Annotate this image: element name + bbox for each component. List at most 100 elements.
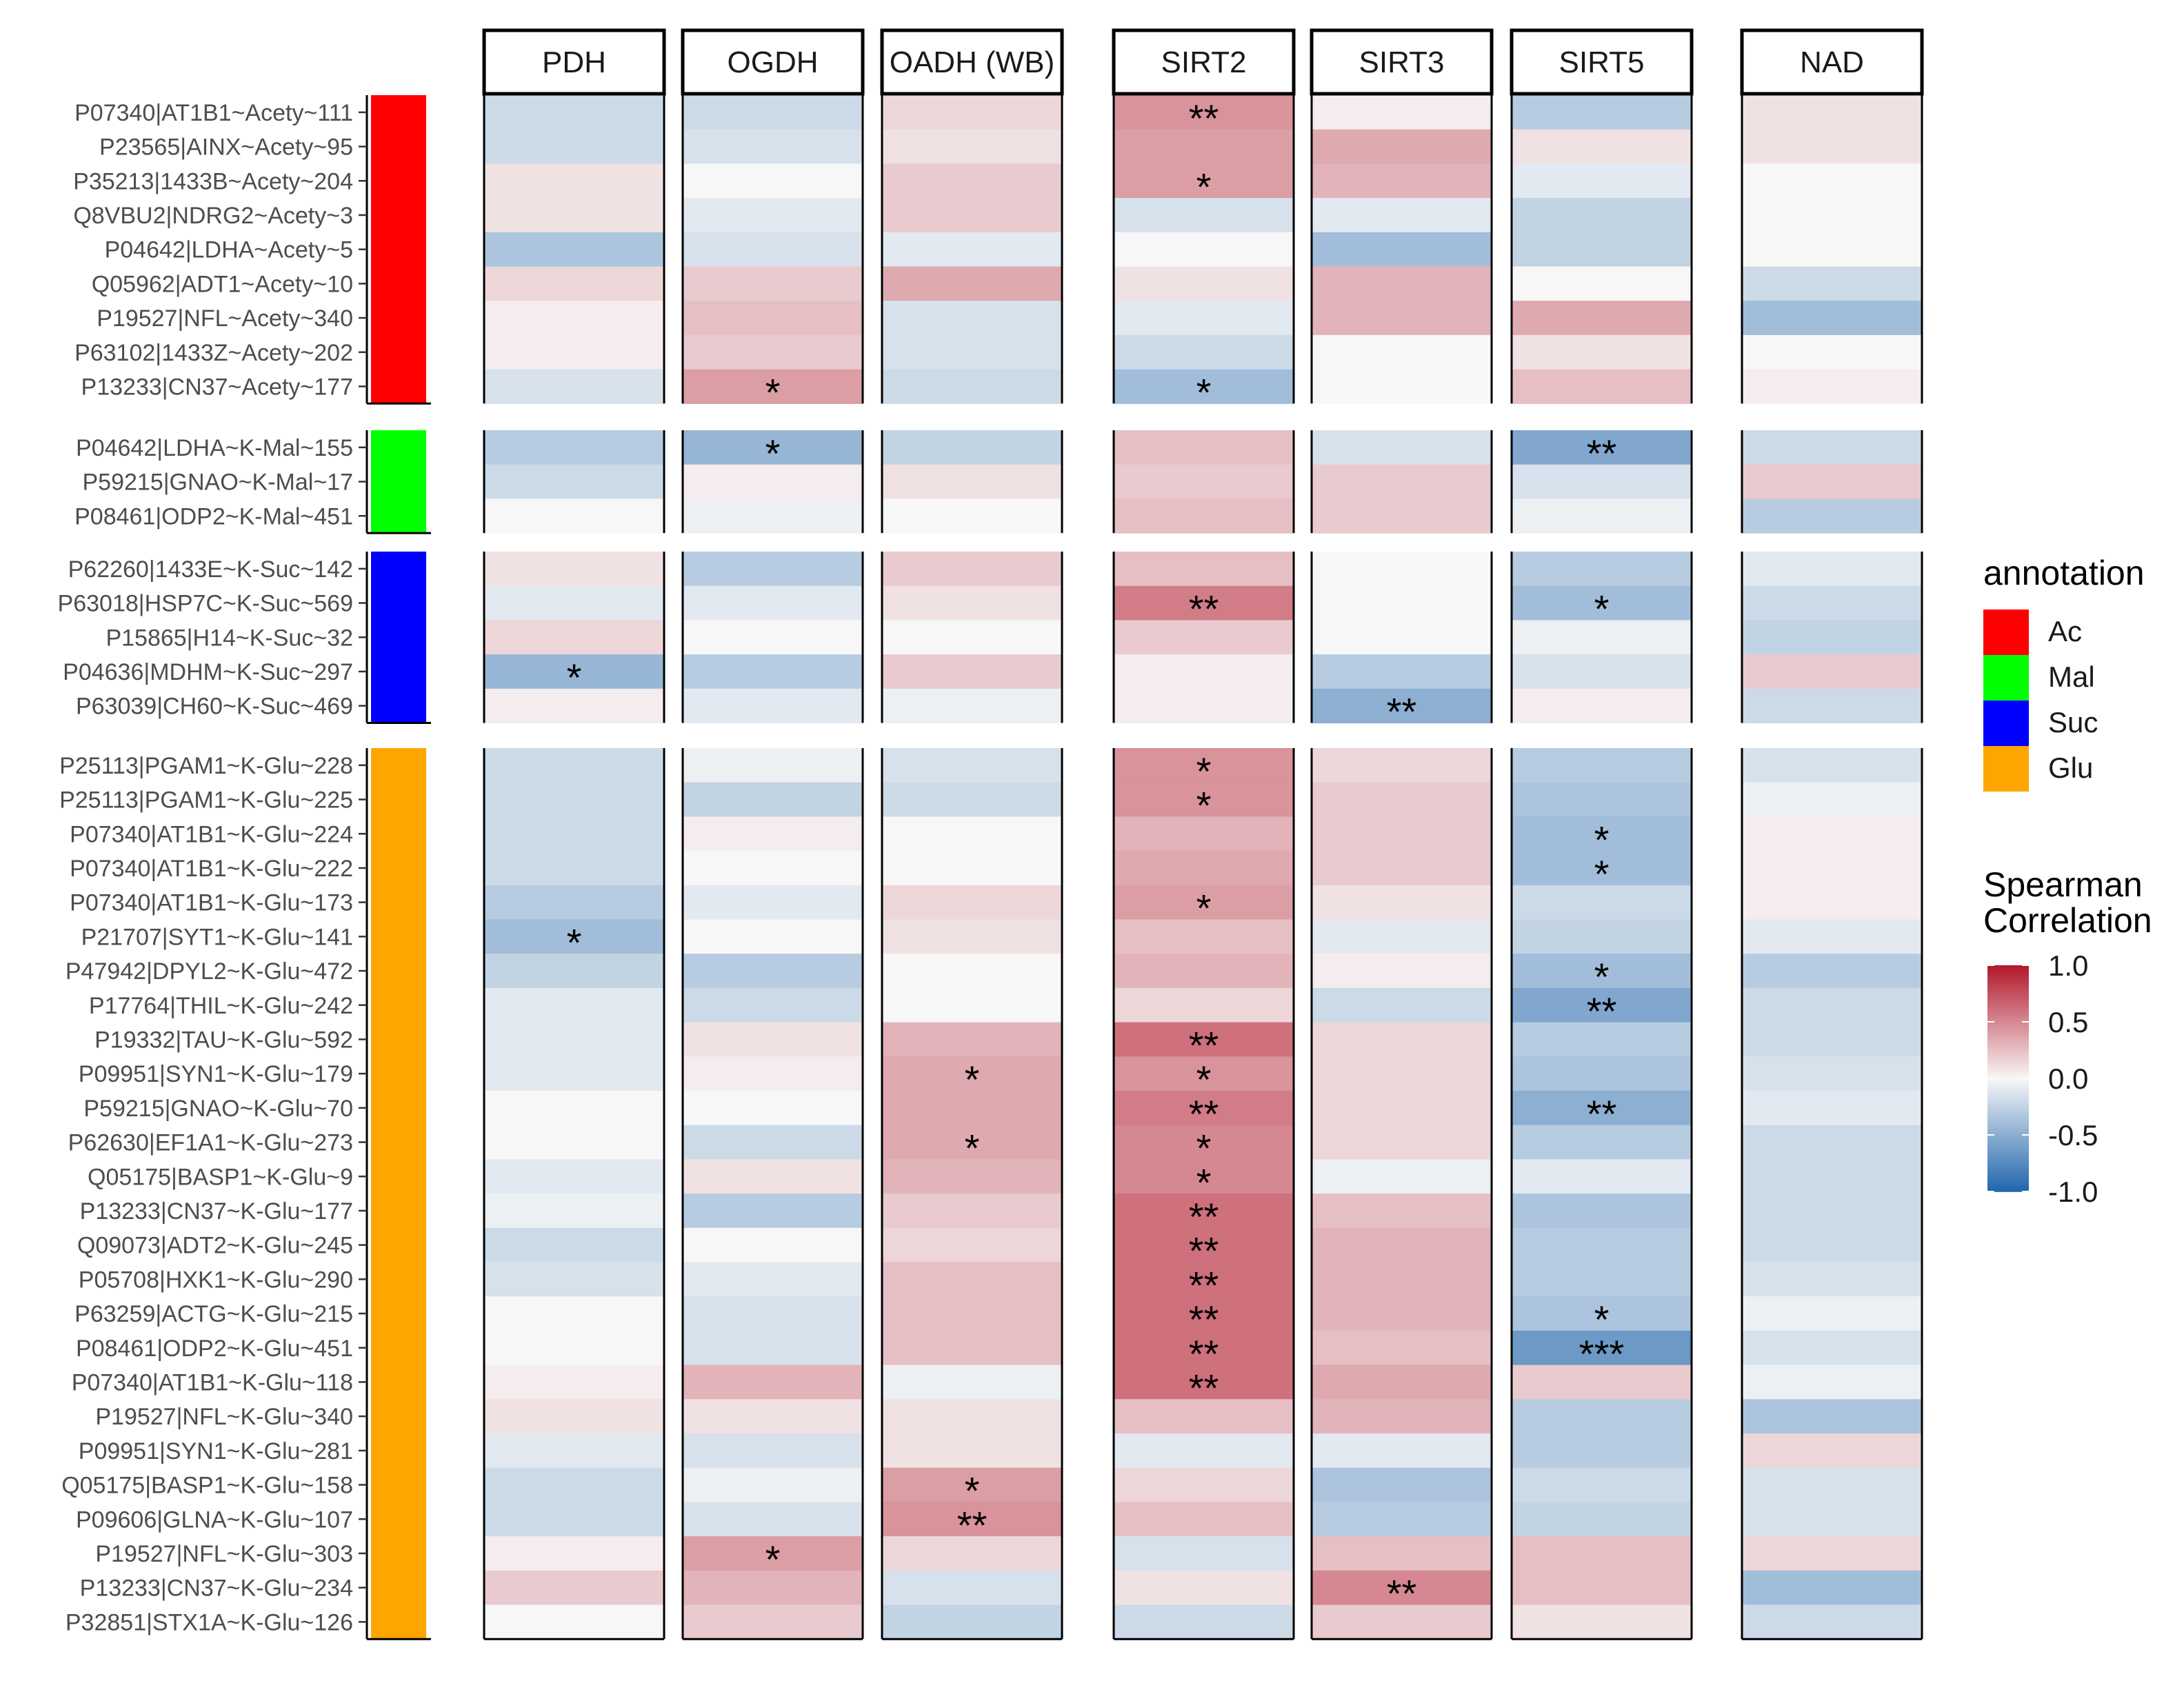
heatmap-cell bbox=[1512, 552, 1692, 587]
colorbar-segment bbox=[1987, 1112, 2029, 1116]
heatmap-cell bbox=[484, 654, 664, 689]
colorbar-segment bbox=[1987, 999, 2029, 1003]
row-label: P09606|GLNA~K-Glu~107 bbox=[76, 1507, 353, 1533]
heatmap-cell bbox=[1742, 498, 1922, 534]
colorbar-segment bbox=[1987, 1013, 2029, 1017]
colorbar-segment bbox=[1987, 1166, 2029, 1169]
heatmap-cell bbox=[1742, 129, 1922, 164]
heatmap-cell bbox=[484, 1467, 664, 1502]
heatmap-cell bbox=[1312, 620, 1492, 655]
heatmap-cell bbox=[484, 498, 664, 534]
annotation-bar-layer bbox=[371, 95, 426, 1640]
significance-star: * bbox=[1594, 587, 1610, 631]
heatmap-cell bbox=[683, 1364, 863, 1400]
column-header-label: SIRT5 bbox=[1559, 46, 1645, 79]
column-header-label: SIRT3 bbox=[1359, 46, 1445, 79]
heatmap-cell bbox=[1742, 1536, 1922, 1571]
heatmap-cell bbox=[683, 198, 863, 233]
colorbar-segment bbox=[1987, 1163, 2029, 1167]
heatmap-cell bbox=[882, 851, 1062, 886]
heatmap-cell bbox=[882, 430, 1062, 465]
colorbar-segment bbox=[1987, 965, 2029, 969]
heatmap-cell bbox=[882, 1022, 1062, 1057]
heatmap-cell bbox=[484, 232, 664, 268]
heatmap-cell bbox=[882, 1091, 1062, 1126]
row-label: Q05175|BASP1~K-Glu~158 bbox=[61, 1473, 353, 1499]
annotation-legend-key bbox=[1983, 610, 2029, 655]
colorbar-segment bbox=[1987, 1188, 2029, 1192]
colorbar-segment bbox=[1987, 1138, 2029, 1141]
colorbar-segment bbox=[1987, 1177, 2029, 1181]
colorbar-segment bbox=[1987, 1151, 2029, 1156]
colorbar-segment bbox=[1987, 1087, 2029, 1091]
heatmap-cell bbox=[1512, 1262, 1692, 1297]
row-label: P04642|LDHA~K-Mal~155 bbox=[76, 435, 353, 461]
heatmap-cell bbox=[683, 1502, 863, 1537]
heatmap-cell bbox=[1114, 1604, 1294, 1640]
heatmap-cell bbox=[1114, 748, 1294, 783]
heatmap-cell bbox=[882, 1399, 1062, 1434]
row-label: P08461|ODP2~K-Glu~451 bbox=[76, 1336, 353, 1362]
heatmap-cell bbox=[484, 620, 664, 655]
heatmap-cell bbox=[1742, 163, 1922, 199]
row-label: P08461|ODP2~K-Mal~451 bbox=[74, 503, 353, 530]
annotation-legend-key bbox=[1983, 701, 2029, 746]
row-label: P13233|CN37~K-Glu~177 bbox=[80, 1198, 353, 1225]
heatmap-cell bbox=[1312, 1536, 1492, 1571]
heatmap-cell bbox=[1114, 1194, 1294, 1229]
heatmap-cell bbox=[683, 1091, 863, 1126]
heatmap-cell bbox=[1512, 654, 1692, 689]
heatmap-cell bbox=[1114, 1570, 1294, 1606]
heatmap-cell bbox=[1312, 1433, 1492, 1469]
colorbar-segment bbox=[1987, 1044, 2029, 1048]
heatmap-cell bbox=[1742, 95, 1922, 130]
heatmap-cell bbox=[882, 748, 1062, 783]
colorbar-segment bbox=[1987, 1069, 2029, 1074]
row-label: P05708|HXK1~K-Glu~290 bbox=[79, 1267, 353, 1293]
colorbar-segment bbox=[1987, 1002, 2029, 1006]
heatmap-cell bbox=[1312, 1091, 1492, 1126]
heatmap-cell bbox=[484, 464, 664, 499]
colorbar-segment bbox=[1987, 1041, 2029, 1045]
heatmap-cell bbox=[683, 688, 863, 724]
heatmap-cell bbox=[1512, 1125, 1692, 1160]
heatmap-cell bbox=[1312, 1056, 1492, 1091]
heatmap-cell bbox=[1742, 1330, 1922, 1366]
heatmap-cell bbox=[1114, 232, 1294, 268]
heatmap-cell bbox=[882, 498, 1062, 534]
heatmap-cell bbox=[1742, 654, 1922, 689]
colorbar-segment bbox=[1987, 1154, 2029, 1158]
heatmap-cell bbox=[1114, 1159, 1294, 1194]
heatmap-cell bbox=[484, 1604, 664, 1640]
heatmap-cell bbox=[1114, 1467, 1294, 1502]
significance-star: ** bbox=[1587, 989, 1617, 1033]
heatmap-cell bbox=[484, 1227, 664, 1263]
heatmap-cell bbox=[1512, 1570, 1692, 1606]
heatmap-cell bbox=[484, 1056, 664, 1091]
row-label: P19527|NFL~Acety~340 bbox=[97, 305, 353, 332]
column-header-box bbox=[1740, 28, 1924, 96]
heatmap-cell bbox=[1742, 198, 1922, 233]
colorbar-segment bbox=[1987, 1115, 2029, 1119]
row-label: P13233|CN37~K-Glu~234 bbox=[80, 1575, 353, 1602]
significance-star: * bbox=[765, 370, 781, 414]
column-header-box bbox=[482, 28, 666, 96]
row-label: P59215|GNAO~K-Glu~70 bbox=[83, 1096, 353, 1122]
colorbar-segment bbox=[1987, 1053, 2029, 1056]
heatmap-cell bbox=[1312, 1159, 1492, 1194]
significance-star: ** bbox=[1189, 1332, 1219, 1376]
significance-star: * bbox=[1196, 1160, 1212, 1204]
heatmap-cell bbox=[882, 1330, 1062, 1366]
significance-star: * bbox=[1594, 1298, 1610, 1341]
heatmap-cell bbox=[1312, 95, 1492, 130]
row-label: P32851|STX1A~K-Glu~126 bbox=[66, 1609, 353, 1635]
heatmap-cell bbox=[1312, 334, 1492, 370]
colorbar-segment bbox=[1987, 1007, 2029, 1011]
heatmap-cell bbox=[1512, 1364, 1692, 1400]
colorbar-segment bbox=[1987, 1131, 2029, 1136]
heatmap-cell bbox=[1312, 1604, 1492, 1640]
heatmap-cell bbox=[683, 885, 863, 920]
heatmap-cell bbox=[1512, 334, 1692, 370]
heatmap-cell bbox=[1312, 654, 1492, 689]
